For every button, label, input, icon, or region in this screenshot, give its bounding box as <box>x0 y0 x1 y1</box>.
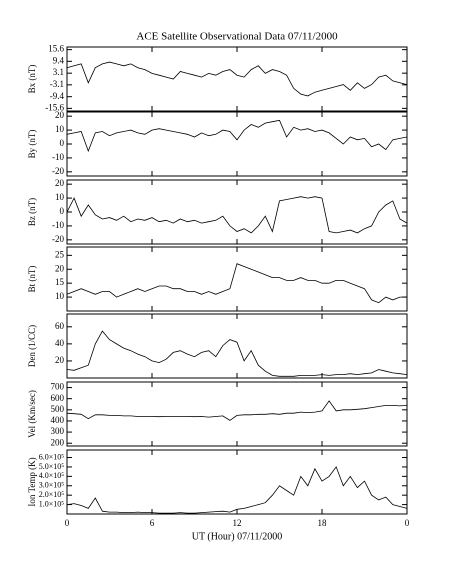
data-line <box>66 196 408 234</box>
y-axis-label: Bt (nT) <box>27 266 37 293</box>
panel-frame <box>66 313 408 379</box>
y-tick-label: -20 <box>52 166 64 176</box>
y-tick-label: 15 <box>55 277 65 287</box>
x-tick-label: 0 <box>405 518 410 528</box>
y-tick-label: 0 <box>60 206 65 216</box>
y-axis-label: Ion Temp (K) <box>27 457 37 506</box>
y-tick-label: 40 <box>55 338 65 348</box>
y-axis-label: Bx (nT) <box>27 65 37 94</box>
y-tick-label: 20 <box>55 110 65 120</box>
y-tick-label: 25 <box>55 249 65 259</box>
y-tick-label: 300 <box>51 426 65 436</box>
y-tick-label: 400 <box>51 415 65 425</box>
x-tick-label: 0 <box>65 518 70 528</box>
panel-frame <box>66 246 408 312</box>
y-tick-label: 6.0×10⁵ <box>39 452 65 461</box>
x-axis-label: UT (Hour) 07/11/2000 <box>192 531 283 542</box>
y-tick-label: 1.0×10⁵ <box>39 499 65 508</box>
y-tick-label: 20 <box>55 263 65 273</box>
y-tick-label: -20 <box>52 234 64 244</box>
y-tick-label: -15.6 <box>45 102 64 112</box>
panel-frame <box>66 381 408 447</box>
y-tick-label: 700 <box>51 382 65 392</box>
y-tick-label: 600 <box>51 393 65 403</box>
y-axis-label: Vel (Km/sec) <box>27 390 37 438</box>
x-tick-label: 12 <box>233 518 242 528</box>
y-tick-label: 9.4 <box>53 55 65 65</box>
y-tick-label: 4.0×10⁵ <box>39 471 65 480</box>
y-tick-label: 200 <box>51 437 65 447</box>
data-line <box>66 400 408 421</box>
y-tick-label: -9.4 <box>50 91 65 101</box>
panel-frame <box>66 179 408 245</box>
y-axis-label: Den (1/CC) <box>27 325 37 367</box>
y-tick-label: -3.1 <box>50 79 64 89</box>
y-tick-label: 0 <box>60 138 65 148</box>
y-tick-label: 10 <box>55 291 65 301</box>
y-tick-label: 3.0×10⁵ <box>39 481 65 490</box>
x-tick-label: 6 <box>150 518 155 528</box>
y-tick-label: -10 <box>52 152 64 162</box>
y-axis-label: By (nT) <box>27 130 37 159</box>
y-tick-label: 10 <box>55 192 65 202</box>
y-tick-label: -10 <box>52 220 64 230</box>
data-line <box>66 263 407 304</box>
panel-frame <box>66 111 408 177</box>
y-tick-label: 15.6 <box>48 44 64 54</box>
panel-frame <box>66 449 408 515</box>
chart-title: ACE Satellite Observational Data 07/11/2… <box>136 31 338 43</box>
y-axis-label: Bz (nT) <box>27 198 37 226</box>
data-line <box>66 119 408 153</box>
y-tick-label: 60 <box>55 321 65 331</box>
data-line <box>66 61 408 97</box>
y-tick-label: 5.0×10⁵ <box>39 462 65 471</box>
panel-frame <box>66 46 408 112</box>
x-tick-label: 18 <box>318 518 328 528</box>
y-tick-label: 20 <box>55 178 65 188</box>
y-tick-label: 3.1 <box>53 67 64 77</box>
y-tick-label: 2.0×10⁵ <box>39 490 65 499</box>
data-line <box>66 466 408 514</box>
y-tick-label: 500 <box>51 404 65 414</box>
y-tick-label: 10 <box>55 124 65 134</box>
y-tick-label: 20 <box>55 355 65 365</box>
data-line <box>66 330 408 377</box>
